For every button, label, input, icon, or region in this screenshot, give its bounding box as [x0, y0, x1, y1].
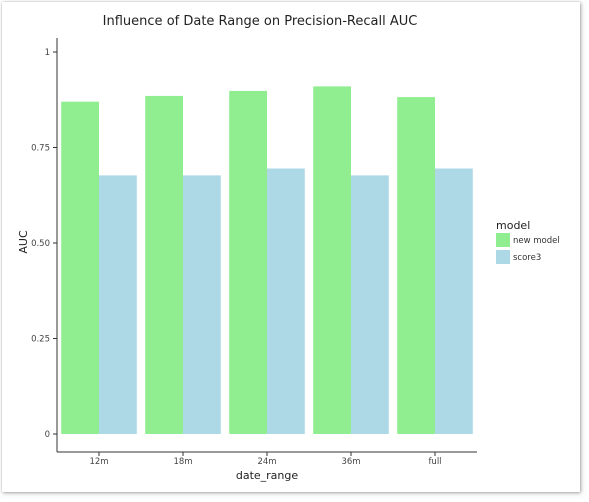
- legend-title: model: [496, 219, 530, 232]
- chart-title: Influence of Date Range on Precision-Rec…: [103, 14, 418, 29]
- legend-label-score3: score3: [513, 253, 541, 263]
- bar-score3-full: [435, 168, 473, 434]
- x-tick-label: 24m: [257, 457, 276, 467]
- bar-score3-36m: [351, 175, 389, 434]
- x-tick-label: 12m: [89, 457, 108, 467]
- y-tick-label: 0.50: [31, 239, 50, 249]
- y-tick-label: 0.75: [31, 144, 50, 154]
- y-tick-label: 1: [45, 48, 50, 58]
- legend-swatch-new-model: [496, 233, 510, 247]
- bar-new-model-36m: [313, 86, 351, 434]
- bar-new-model-full: [397, 97, 435, 434]
- x-tick-label: 18m: [173, 457, 192, 467]
- bar-new-model-18m: [145, 95, 183, 435]
- x-axis-title: date_range: [236, 469, 299, 482]
- bar-score3-24m: [267, 168, 305, 434]
- bar-score3-18m: [183, 175, 221, 434]
- x-ticks-group: 12m 18m 24m 36m full: [89, 452, 442, 467]
- x-tick-label: 36m: [341, 457, 360, 467]
- bars-group: [61, 86, 473, 435]
- legend-swatch-score3: [496, 250, 510, 264]
- x-tick-label: full: [428, 457, 441, 467]
- y-ticks-group: 0 0.25 0.50 0.75 1: [31, 48, 57, 440]
- bar-new-model-12m: [61, 101, 99, 434]
- y-axis-title: AUC: [17, 230, 30, 254]
- y-tick-label: 0: [45, 430, 50, 440]
- y-tick-label: 0.25: [31, 335, 50, 345]
- legend-label-new-model: new model: [513, 236, 560, 246]
- legend: model new model score3: [496, 219, 560, 264]
- bar-new-model-24m: [229, 90, 267, 435]
- bar-score3-12m: [99, 175, 137, 434]
